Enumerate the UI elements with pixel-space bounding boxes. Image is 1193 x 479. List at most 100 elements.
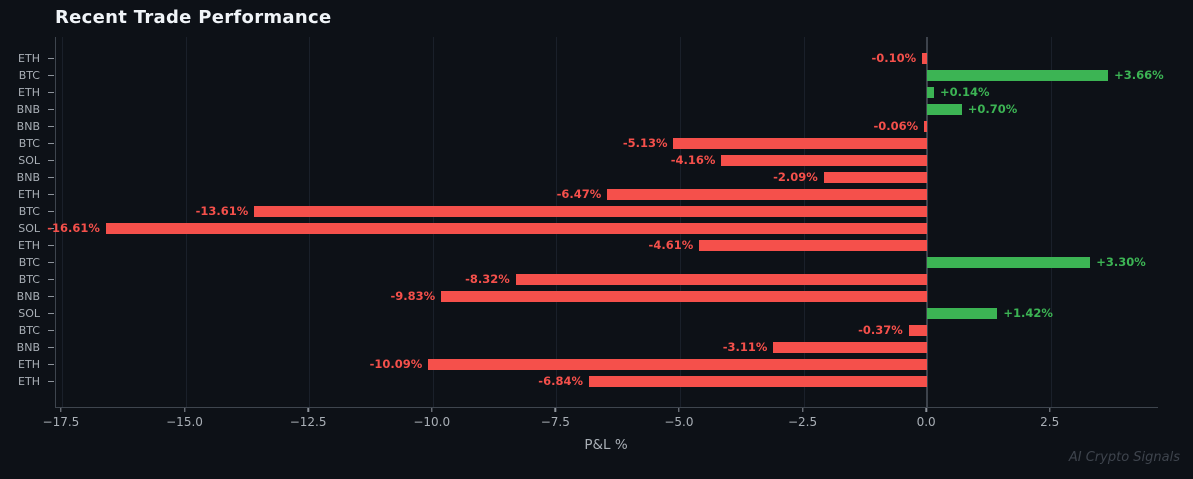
x-tick-mark (554, 408, 557, 412)
bar-row: +0.14% (56, 84, 1158, 101)
bar-row: +0.70% (56, 101, 1158, 118)
y-axis-row: BTC (0, 67, 55, 84)
y-axis-row: SOL (0, 152, 55, 169)
y-axis-row: SOL (0, 305, 55, 322)
y-axis-label: BNB (16, 290, 40, 303)
bar-row: -4.16% (56, 152, 1158, 169)
pl-bar (699, 240, 928, 251)
x-tick-label: −7.5 (540, 415, 570, 429)
bar-row: -13.61% (56, 203, 1158, 220)
value-label: -4.16% (670, 153, 716, 167)
y-tick-mark (48, 347, 54, 349)
y-axis-label: BNB (16, 171, 40, 184)
y-axis-label: SOL (18, 307, 40, 320)
x-tick-mark (431, 408, 433, 412)
y-tick-mark (48, 143, 54, 145)
y-tick-mark (48, 75, 54, 77)
gridline (185, 37, 187, 407)
bar-row: +1.42% (56, 305, 1158, 322)
y-axis-row: BTC (0, 135, 55, 152)
value-label: -0.06% (873, 119, 919, 133)
pl-bar (823, 172, 928, 183)
bar-row: +3.30% (56, 254, 1158, 271)
y-axis-label: BTC (18, 324, 40, 337)
value-label: -0.10% (871, 51, 917, 65)
y-axis-label: BTC (18, 205, 40, 218)
y-axis-label: ETH (18, 52, 40, 65)
pl-bar (515, 274, 928, 285)
value-label: -9.83% (390, 289, 436, 303)
bar-row: -3.11% (56, 339, 1158, 356)
zero-baseline (926, 37, 929, 407)
y-axis-label: BTC (18, 69, 40, 82)
value-label: +3.66% (1114, 68, 1164, 82)
pl-bar (927, 308, 998, 319)
y-axis-label: BNB (16, 103, 40, 116)
pl-bar (673, 138, 928, 149)
x-axis-title: P&L % (584, 437, 628, 453)
x-axis-ticks: −17.5 −15.0 −12.5 −10.0 −7.5 −5.0 −2.5 0.0 2.5 (43, 408, 1157, 438)
x-tick-label: −17.5 (42, 415, 80, 429)
value-label: -6.47% (556, 187, 602, 201)
gridline (61, 37, 63, 407)
y-axis-label: BTC (18, 256, 40, 269)
value-label: -2.09% (773, 170, 818, 184)
y-axis-row: BTC (0, 203, 55, 220)
value-label: +0.70% (967, 102, 1018, 116)
bar-row: -16.61% (47, 220, 1158, 237)
y-axis-row: BNB (0, 288, 55, 305)
bar-row: -9.83% (56, 288, 1158, 305)
x-tick-mark (1049, 408, 1051, 412)
pl-bar (588, 376, 928, 387)
y-axis-label: SOL (18, 222, 40, 235)
y-axis-label: BNB (16, 341, 40, 354)
bar-row: -6.84% (56, 373, 1158, 390)
y-tick-mark (48, 160, 54, 162)
value-label: -4.61% (648, 238, 694, 252)
y-axis-row: BNB (0, 101, 55, 118)
pl-bar (428, 359, 928, 370)
pl-bar (721, 155, 928, 166)
y-tick-mark (48, 92, 54, 94)
pl-bar (927, 70, 1109, 81)
x-tick-label: −5.0 (664, 415, 694, 429)
value-label: +3.30% (1096, 255, 1146, 269)
bar-rows: -0.10% +3.66% +0.14% +0.70% -0.06% -5.13% -4.1… (47, 50, 1164, 390)
y-axis-row: SOL (0, 220, 55, 237)
y-axis-label: ETH (18, 188, 40, 201)
gridline (1050, 37, 1052, 407)
plot-area: -0.10% +3.66% +0.14% +0.70% -0.06% -5.13% -4.1… (47, 37, 1164, 408)
pl-bar (908, 325, 928, 336)
value-label: -5.13% (622, 136, 668, 150)
y-axis-row: ETH (0, 50, 55, 67)
pl-bar (607, 189, 928, 200)
value-label: -3.11% (722, 340, 768, 354)
gridline (309, 37, 311, 407)
y-axis-row: ETH (0, 356, 55, 373)
y-axis-row: BTC (0, 271, 55, 288)
watermark: AI Crypto Signals (1068, 450, 1180, 465)
pl-bar (922, 53, 928, 64)
bar-row: -8.32% (56, 271, 1158, 288)
pl-bar (105, 223, 928, 234)
y-axis-label: SOL (18, 154, 40, 167)
y-tick-mark (48, 296, 54, 298)
pl-bar (924, 121, 928, 132)
value-label: -0.37% (858, 323, 903, 337)
y-axis-label: ETH (18, 358, 40, 371)
y-tick-mark (48, 58, 54, 60)
value-label: -16.61% (47, 221, 100, 235)
y-tick-mark (48, 194, 54, 196)
y-axis-row: BNB (0, 339, 55, 356)
y-tick-mark (48, 381, 54, 383)
x-tick-label: −15.0 (166, 415, 203, 429)
y-tick-mark (48, 228, 54, 230)
gridline (803, 37, 805, 407)
pl-bar (254, 206, 928, 217)
y-tick-mark (48, 364, 54, 366)
x-tick-mark (307, 408, 309, 412)
y-tick-mark (48, 313, 54, 315)
y-axis-labels: ETH BTC ETH BNB BNB BTC SOL BNB ETH BTC SOL ETH BTC B… (0, 50, 55, 390)
bar-row: +3.66% (56, 67, 1164, 84)
